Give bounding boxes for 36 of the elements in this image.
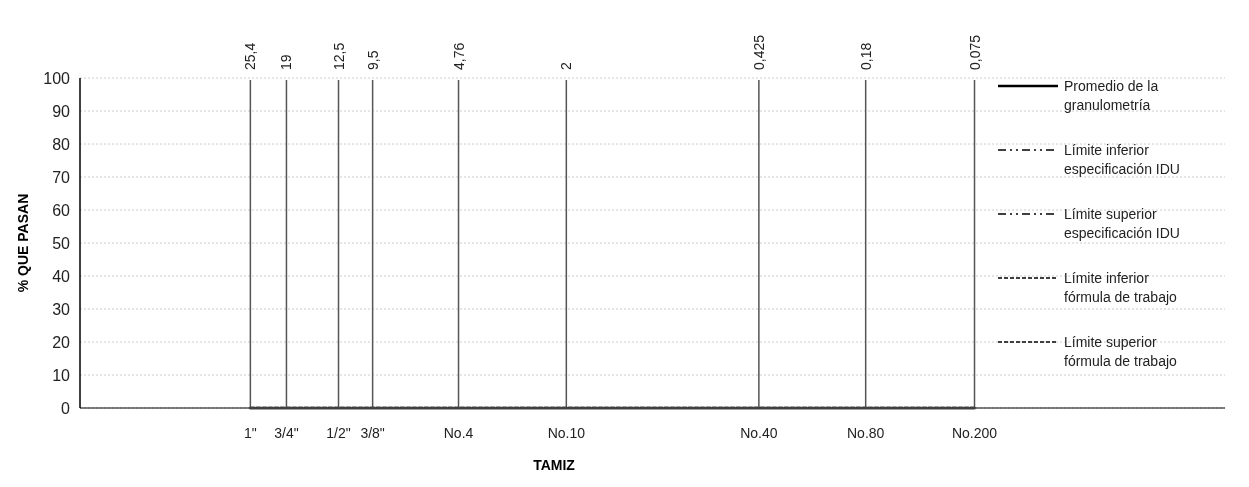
y-tick-label: 10	[52, 366, 71, 384]
x2-tick-label: 12,5	[330, 42, 347, 70]
legend-label: Límite superior especificación IDU	[1064, 205, 1180, 241]
x-tick-label: No.80	[847, 425, 885, 441]
y-tick-label: 90	[52, 102, 71, 120]
x-tick-label: 1"	[243, 425, 257, 441]
legend-label: Límite inferior fórmula de trabajo	[1064, 269, 1178, 305]
y-tick-label: 70	[52, 168, 71, 186]
legend-label: Promedio de la granulometría	[1064, 77, 1159, 113]
x-tick-label: No.200	[951, 425, 998, 441]
x-tick-label: 3/4"	[274, 425, 299, 441]
x2-tick-label: 2	[558, 62, 575, 70]
x2-tick-label: 9,5	[364, 50, 381, 70]
y-tick-label: 20	[52, 333, 71, 351]
x-tick-label: 1/2"	[326, 425, 351, 441]
x-tick-label: No.40	[740, 425, 778, 441]
y-tick-label: 40	[52, 267, 71, 285]
y-tick-label: 50	[52, 234, 71, 252]
y-tick-label: 100	[43, 69, 71, 87]
x2-tick-label: 4,76	[450, 42, 467, 70]
x2-tick-label: 25,4	[242, 42, 259, 70]
y-axis-title: % QUE PASAN	[15, 193, 31, 293]
y-tick-label: 30	[52, 300, 71, 318]
legend-label: Límite inferior especificación IDU	[1064, 141, 1180, 177]
x-tick-label: No.4	[443, 425, 474, 441]
y-tick-label: 80	[52, 135, 71, 153]
x-tick-label: 3/8"	[360, 425, 385, 441]
x2-tick-label: 0,18	[857, 42, 874, 70]
y-tick-label: 0	[61, 399, 71, 417]
legend-label: Límite superior fórmula de trabajo	[1064, 333, 1178, 369]
x2-tick-label: 0,075	[966, 34, 983, 70]
x2-tick-label: 0,425	[750, 34, 767, 70]
x2-tick-label: 19	[278, 54, 295, 70]
y-tick-label: 60	[52, 201, 71, 219]
x-axis-title: TAMIZ	[533, 457, 576, 473]
x-tick-label: No.10	[547, 425, 586, 441]
